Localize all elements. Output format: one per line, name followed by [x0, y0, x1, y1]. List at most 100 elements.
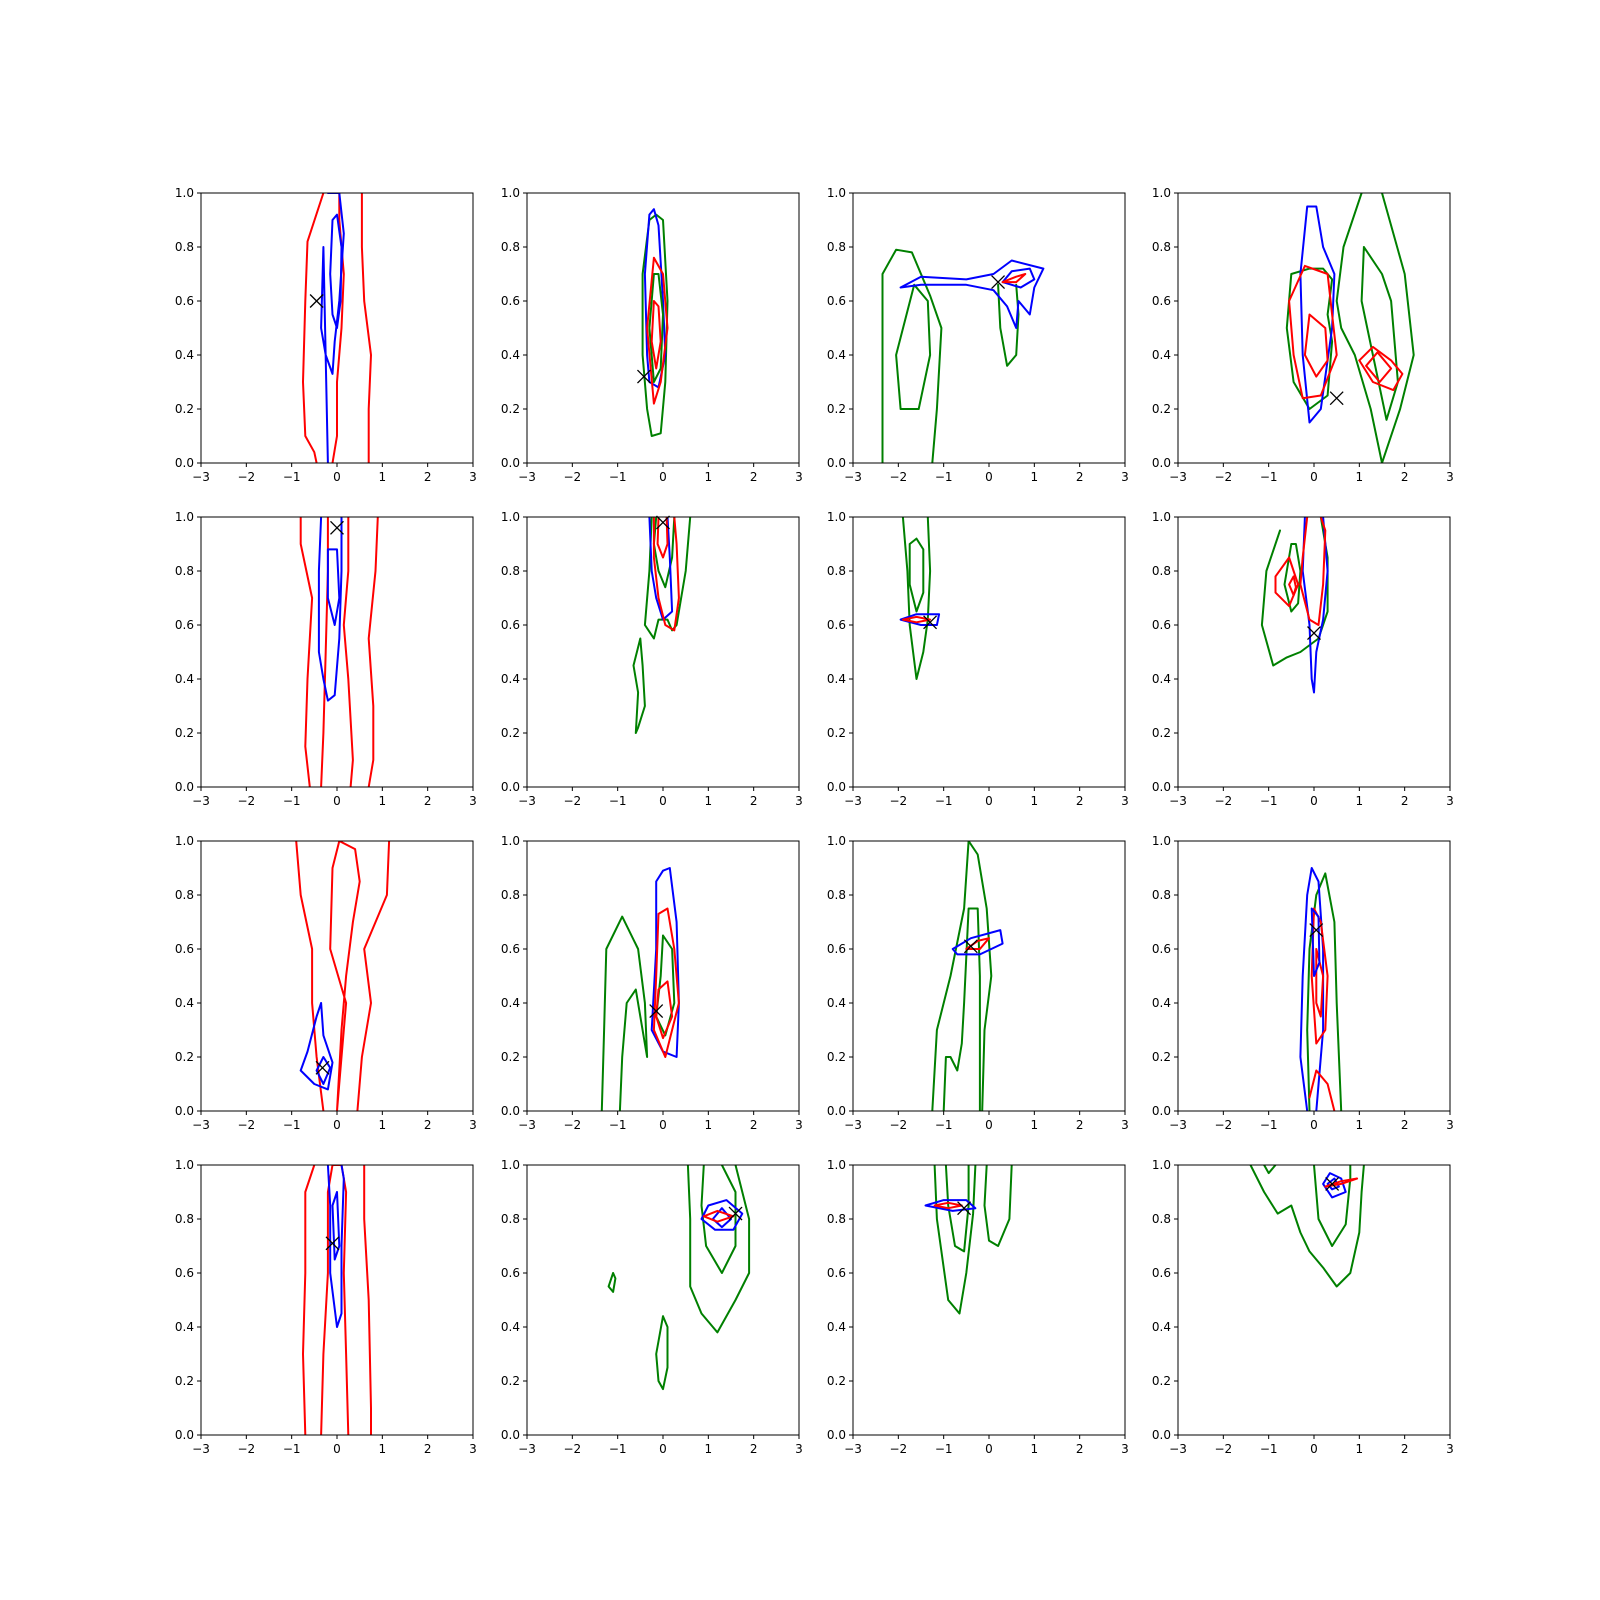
x-tick-label: 2	[1401, 470, 1409, 484]
y-tick-label: 0.6	[1152, 942, 1171, 956]
x-marker	[637, 369, 651, 384]
blue-contour	[326, 1165, 345, 1328]
x-tick-label: −3	[844, 794, 862, 808]
subplot-16: −3 −2 −1 0 1 2 3 0.0 0.2 0.4 0.6 0.8 1.0	[1152, 1158, 1454, 1456]
x-tick-label: −1	[935, 1442, 953, 1456]
y-tick-label: 0.8	[827, 1212, 846, 1226]
red-contour	[1365, 351, 1393, 383]
y-tick-label: 1.0	[827, 186, 846, 200]
y-tick-label: 0.2	[501, 1374, 520, 1388]
red-contour	[363, 1165, 372, 1435]
subplot-15: −3 −2 −1 0 1 2 3 0.0 0.2 0.4 0.6 0.8 1.0	[827, 1158, 1129, 1456]
subplot-4: −3 −2 −1 0 1 2 3 0.0 0.2 0.4 0.6 0.8 1.0	[1152, 186, 1454, 484]
y-tick-label: 0.2	[501, 1050, 520, 1064]
red-contour	[302, 193, 325, 463]
red-contour	[1324, 1177, 1359, 1188]
green-contour	[700, 1165, 737, 1274]
x-tick-label: −3	[192, 794, 210, 808]
x-tick-label: −3	[518, 794, 536, 808]
x-tick-label: 0	[333, 1118, 341, 1132]
x-tick-label: 0	[985, 1442, 993, 1456]
x-marker	[1309, 923, 1324, 938]
x-tick-label: −3	[518, 1118, 536, 1132]
x-tick-label: 1	[1031, 1118, 1039, 1132]
y-tick-label: 0.6	[827, 618, 846, 632]
x-tick-label: 0	[985, 470, 993, 484]
green-contour	[1249, 1165, 1365, 1288]
x-tick-label: 2	[1401, 794, 1409, 808]
y-tick-label: 1.0	[1152, 510, 1171, 524]
y-tick-label: 0.6	[175, 942, 194, 956]
x-tick-label: 3	[1121, 1442, 1129, 1456]
axes-frame	[852, 1164, 1126, 1436]
green-contour	[607, 1272, 617, 1293]
x-tick-label: −1	[935, 470, 953, 484]
y-tick-label: 0.4	[1152, 1320, 1171, 1334]
red-contour	[1308, 1069, 1336, 1111]
y-tick-label: 0.2	[1152, 1050, 1171, 1064]
x-tick-label: −1	[935, 794, 953, 808]
green-contour	[983, 1165, 1013, 1247]
x-marker	[649, 1004, 664, 1019]
x-tick-label: 2	[750, 794, 758, 808]
x-tick-label: −2	[889, 794, 907, 808]
green-contour	[901, 517, 932, 680]
red-contour	[646, 256, 669, 405]
red-contour	[1303, 313, 1329, 378]
blue-contour	[924, 1199, 977, 1212]
y-tick-label: 0.0	[827, 456, 846, 470]
y-tick-label: 0.2	[827, 1374, 846, 1388]
x-tick-label: −1	[1260, 794, 1278, 808]
contour-group	[931, 841, 1004, 1111]
x-tick-label: 2	[424, 794, 432, 808]
x-tick-label: −2	[563, 794, 581, 808]
x-tick-label: −2	[237, 1118, 255, 1132]
blue-contour	[899, 259, 1045, 329]
x-tick-label: 1	[1031, 470, 1039, 484]
x-marker	[1329, 391, 1344, 406]
x-tick-label: 2	[1401, 1442, 1409, 1456]
red-contour	[1310, 907, 1329, 1045]
y-tick-label: 0.6	[501, 294, 520, 308]
x-marker	[330, 520, 344, 535]
y-tick-label: 0.8	[827, 564, 846, 578]
blue-contour	[1326, 1177, 1340, 1191]
x-tick-label: −1	[283, 470, 301, 484]
x-marker	[656, 515, 670, 530]
red-contour	[1358, 345, 1404, 392]
red-contour	[1274, 556, 1300, 608]
red-contour	[356, 841, 391, 1111]
x-tick-label: 2	[1076, 1442, 1084, 1456]
blue-contour	[317, 517, 343, 702]
y-tick-label: 1.0	[827, 510, 846, 524]
y-tick-label: 0.6	[175, 1266, 194, 1280]
red-contour	[656, 517, 669, 559]
x-tick-label: 2	[750, 1442, 758, 1456]
y-tick-label: 0.0	[175, 1428, 194, 1442]
x-tick-label: 3	[795, 470, 803, 484]
x-tick-label: 2	[750, 470, 758, 484]
blue-contour	[326, 548, 341, 626]
x-tick-label: 3	[1446, 794, 1454, 808]
subplot-6: −3 −2 −1 0 1 2 3 0.0 0.2 0.4 0.6 0.8 1.0	[501, 510, 803, 808]
y-tick-label: 0.4	[827, 672, 846, 686]
x-tick-label: 3	[795, 1442, 803, 1456]
y-tick-label: 0.0	[175, 780, 194, 794]
y-tick-label: 0.0	[1152, 780, 1171, 794]
blue-contour	[320, 193, 345, 463]
x-tick-label: 1	[1031, 794, 1039, 808]
red-contour	[1299, 517, 1327, 626]
y-tick-label: 0.2	[1152, 1374, 1171, 1388]
y-tick-label: 1.0	[175, 1158, 194, 1172]
x-tick-label: 1	[1356, 794, 1364, 808]
subplot-7: −3 −2 −1 0 1 2 3 0.0 0.2 0.4 0.6 0.8 1.0	[827, 510, 1129, 808]
x-tick-label: 0	[1310, 1118, 1318, 1132]
green-contour	[1263, 1165, 1277, 1175]
blue-contour	[650, 867, 680, 1058]
blue-contour	[299, 1002, 334, 1091]
x-tick-label: 3	[1446, 1442, 1454, 1456]
y-tick-label: 1.0	[1152, 186, 1171, 200]
y-tick-label: 0.6	[827, 294, 846, 308]
y-tick-label: 0.4	[1152, 672, 1171, 686]
